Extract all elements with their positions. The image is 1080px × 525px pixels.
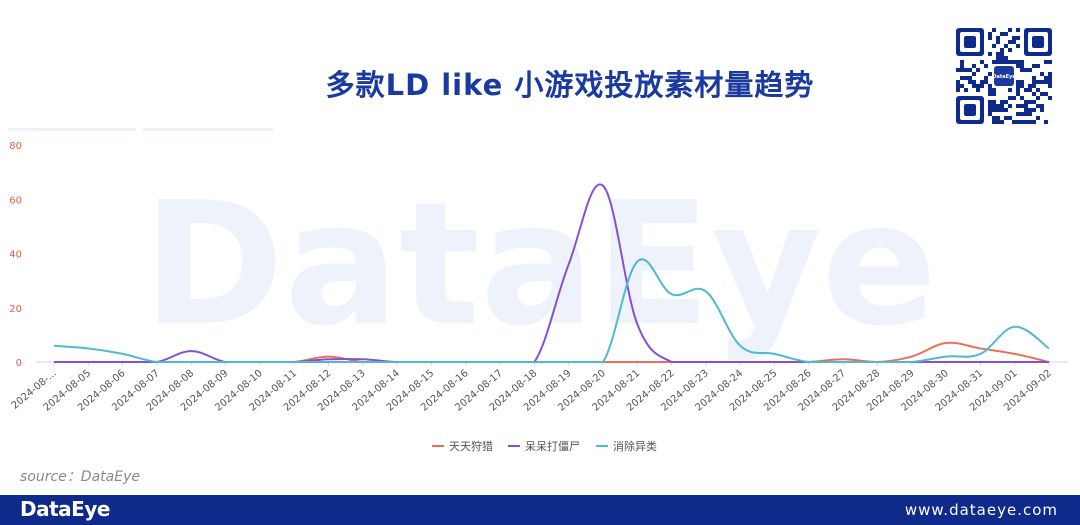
y-tick-label: 0 (16, 358, 22, 369)
footer-url[interactable]: www.dataeye.com (904, 501, 1058, 519)
qr-code: DataEye (956, 28, 1052, 124)
legend-item-2[interactable]: 呆呆打僵尸 (508, 439, 580, 453)
y-tick-label: 60 (9, 195, 22, 206)
chart-tab-bar (143, 128, 273, 131)
series-line-3[interactable] (53, 258, 1050, 363)
legend-item-1[interactable]: 天天狩猎 (432, 439, 493, 453)
chart-tab-bar (8, 128, 136, 131)
legend-label: 呆呆打僵尸 (525, 439, 580, 453)
y-tick-label: 40 (9, 250, 22, 261)
legend-label: 消除异类 (613, 439, 657, 453)
y-tick-label: 80 (9, 141, 22, 152)
chart-watermark: DataEye (143, 166, 937, 364)
legend-item-3[interactable]: 消除异类 (596, 439, 657, 453)
legend-label: 天天狩猎 (449, 439, 493, 453)
chart-title: 多款LD like 小游戏投放素材量趋势 (325, 68, 815, 102)
footer-logo: DataEye (20, 497, 110, 521)
y-tick-label: 20 (9, 304, 22, 315)
source-label: source：DataEye (20, 469, 140, 485)
qr-badge-label: DataEye (992, 74, 1016, 80)
footer-bar: DataEye www.dataeye.com (0, 495, 1080, 525)
